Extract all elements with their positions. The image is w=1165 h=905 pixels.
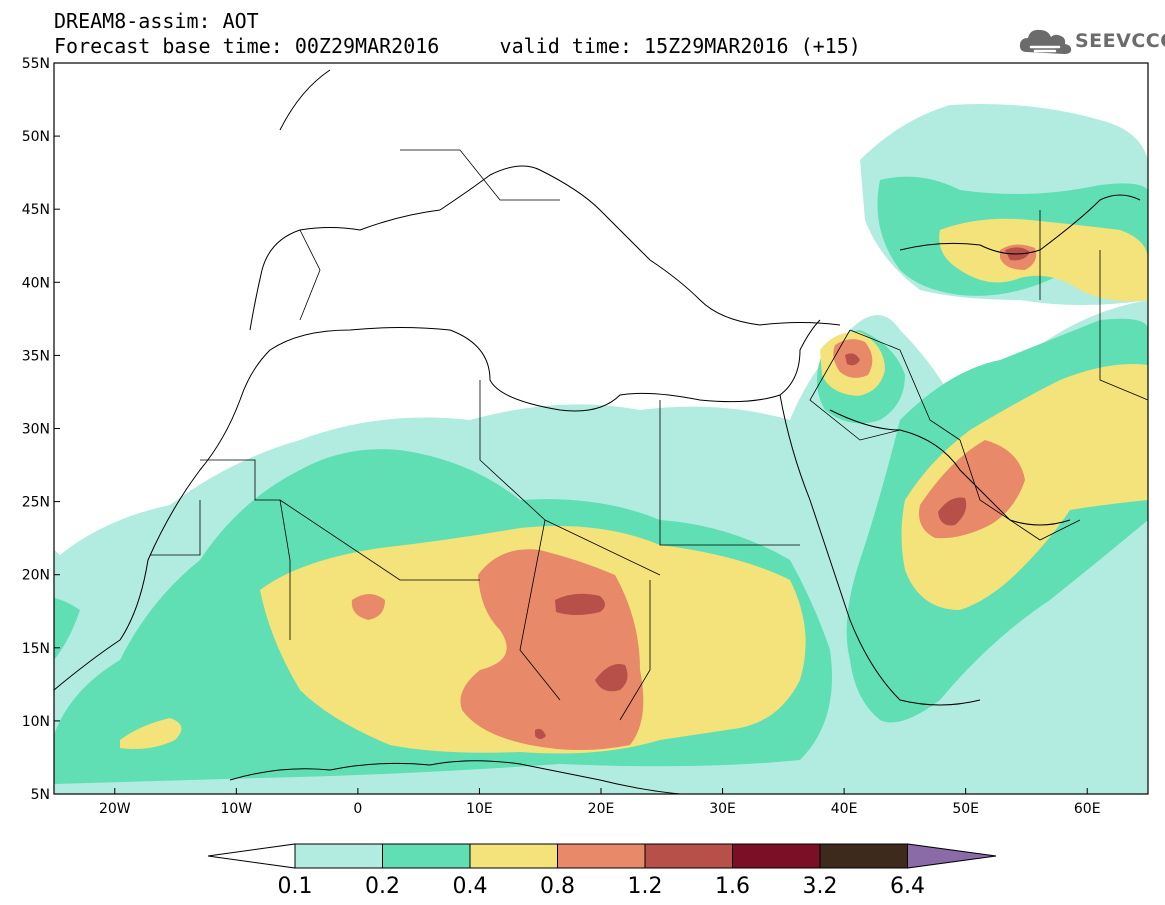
colorbar-label: 0.4: [453, 874, 488, 899]
colorbar-label: 0.1: [278, 874, 313, 899]
lat-tick-label: 55N: [22, 56, 50, 72]
base-time-label: Forecast base time:: [54, 34, 283, 58]
colorbar-swatch: [732, 843, 821, 869]
colorbar-label: 0.8: [540, 874, 575, 899]
colorbar-label: 0.2: [365, 874, 400, 899]
lon-tick-label: 0: [353, 801, 362, 817]
aot-band-1.2: [535, 247, 1030, 739]
title-text: DREAM8-assim: AOT: [54, 9, 259, 33]
lat-tick-label: 35N: [22, 348, 50, 364]
seevccc-logo: SEEVCCC: [1017, 26, 1165, 56]
base-time-value: 00Z29MAR2016: [294, 34, 440, 58]
lon-tick-label: 60E: [1074, 801, 1101, 817]
lon-tick-label: 50E: [952, 801, 979, 817]
colorbar-swatch: [819, 843, 908, 869]
country-borders: [150, 149, 1148, 721]
valid-time-label: valid time:: [499, 34, 632, 58]
valid-time-value: 15Z29MAR2016 (+15): [644, 34, 861, 58]
colorbar-label: 1.2: [628, 874, 663, 899]
time-info: Forecast base time: 00Z29MAR2016 valid t…: [54, 35, 861, 57]
colorbar-label: 3.2: [803, 874, 838, 899]
lat-tick-label: 15N: [22, 641, 50, 657]
colorbar-label: 6.4: [890, 874, 925, 899]
longitude-axis: 20W 10W 0 10E 20E 30E 40E 50E 60E: [99, 788, 1101, 817]
coastlines: [54, 69, 1141, 794]
colorbar-swatch: [469, 843, 558, 869]
lat-tick-label: 25N: [22, 495, 50, 511]
aot-colorbar: 0.1 0.2 0.4 0.8 1.2 1.6 3.2 6.4: [207, 843, 997, 899]
logo-text: SEEVCCC: [1075, 30, 1165, 52]
lon-tick-label: 20E: [588, 801, 615, 817]
colorbar-label: 1.6: [715, 874, 750, 899]
map-plot-area: 5N 10N 15N 20N 25N 30N 35N 40N 45N 50N 55N 20W 10W 0…: [22, 56, 1149, 817]
latitude-axis: 5N 10N 15N 20N 25N 30N 35N 40N 45N 50N 55N: [22, 56, 60, 803]
lat-tick-label: 50N: [22, 129, 50, 145]
lon-tick-label: 20W: [99, 801, 131, 817]
map-title: DREAM8-assim: AOT: [54, 10, 259, 32]
lon-tick-label: 30E: [709, 801, 736, 817]
colorbar-over-triangle: [907, 843, 997, 869]
colorbar-under-triangle: [207, 843, 296, 869]
lon-tick-label: 10E: [466, 801, 493, 817]
lat-tick-label: 40N: [22, 275, 50, 291]
lat-tick-label: 20N: [22, 568, 50, 584]
lat-tick-label: 10N: [22, 714, 50, 730]
lon-tick-label: 10W: [220, 801, 252, 817]
lat-tick-label: 30N: [22, 422, 50, 438]
colorbar-swatch: [557, 843, 646, 869]
lon-tick-label: 40E: [831, 801, 858, 817]
cloud-icon: [1019, 29, 1072, 54]
lat-tick-label: 45N: [22, 202, 50, 218]
colorbar-swatch: [382, 843, 471, 869]
lat-tick-label: 5N: [31, 787, 50, 803]
colorbar-swatch: [294, 843, 383, 869]
colorbar-swatch: [644, 843, 733, 869]
